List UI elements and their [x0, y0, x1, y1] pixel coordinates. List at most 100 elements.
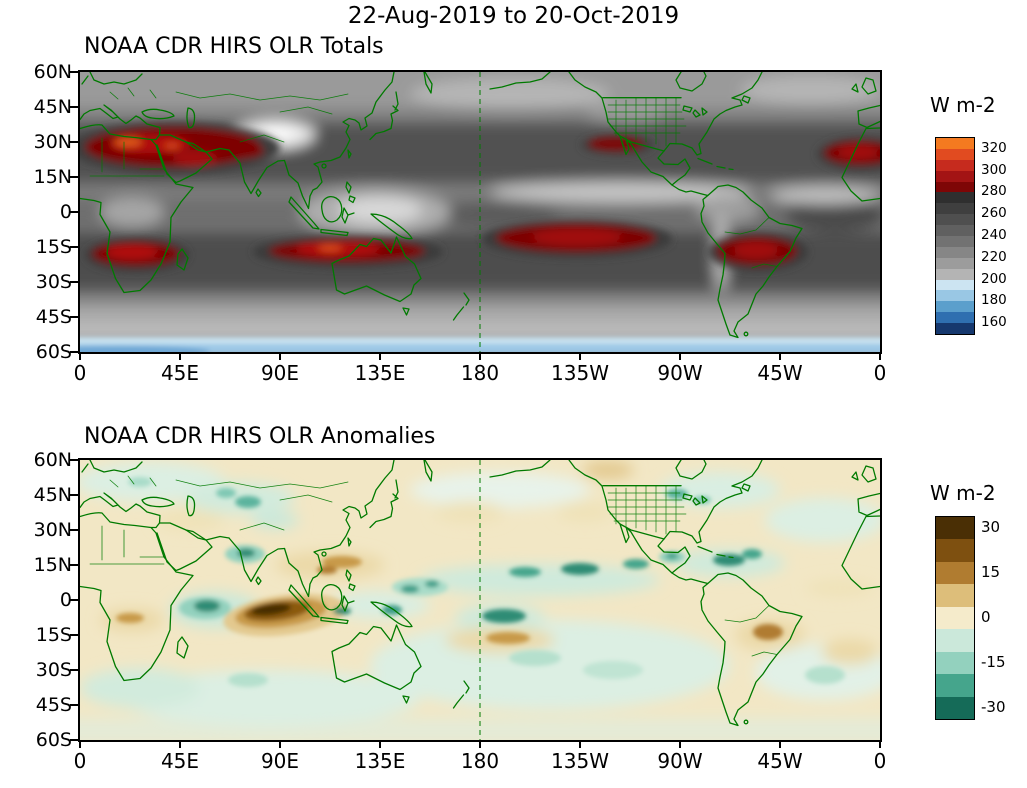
anomalies-map — [78, 458, 882, 742]
totals-colorbar — [935, 137, 975, 335]
colorbar-segment — [936, 203, 974, 215]
x-tick-label: 0 — [73, 749, 87, 773]
colorbar-segment — [936, 629, 974, 652]
anomalies-x-axis: 0 45E 90E 135E 180 135W 90W 45W 0 — [74, 749, 887, 775]
colorbar-segment — [936, 214, 974, 226]
y-tick-label: 0 — [59, 589, 72, 611]
totals-antarctic-band — [80, 337, 880, 352]
colorbar-label: 180 — [981, 292, 1007, 309]
totals-map-canvas — [80, 72, 880, 352]
y-tick-label: 60N — [33, 61, 72, 83]
colorbar-label: 320 — [981, 139, 1007, 156]
colorbar-label: 200 — [981, 270, 1007, 287]
x-tick-label: 45E — [160, 361, 200, 385]
x-tick-label: 0 — [873, 361, 887, 385]
colorbar-segment — [936, 246, 974, 258]
y-tick-label: 45N — [33, 484, 72, 506]
colorbar-segment — [936, 236, 974, 247]
colorbar-segment — [936, 279, 974, 291]
x-tick-label: 0 — [73, 361, 87, 385]
colorbar-segment — [936, 257, 974, 269]
x-tick-label: 90E — [260, 749, 300, 773]
colorbar-segment — [936, 539, 974, 562]
y-tick-label: 30S — [35, 659, 72, 681]
y-tick-label: 30N — [33, 131, 72, 153]
colorbar-segment — [936, 138, 974, 149]
x-tick-label: 135E — [354, 749, 406, 773]
colorbar-label: 260 — [981, 205, 1007, 222]
x-tick-label: 45W — [757, 361, 803, 385]
y-tick-label: 60S — [35, 729, 72, 751]
x-tick-label: 90E — [260, 361, 300, 385]
anomalies-x-ticks — [79, 740, 881, 748]
x-tick-label: 0 — [873, 749, 887, 773]
x-tick-label: 180 — [460, 749, 500, 773]
x-tick-label: 45W — [757, 749, 803, 773]
x-tick-label: 135E — [354, 361, 406, 385]
colorbar-segment — [936, 323, 974, 335]
colorbar-segment — [936, 651, 974, 675]
anomalies-title: NOAA CDR HIRS OLR Anomalies — [84, 424, 436, 449]
y-tick-label: 15S — [35, 624, 72, 646]
anomalies-y-ticks — [70, 459, 78, 741]
anomalies-colorbar-unit: W m-2 — [930, 481, 996, 505]
anomalies-y-axis: 60N 45N 30N 15N 0 15S 30S 45S 60S — [10, 449, 72, 751]
colorbar-segment — [936, 312, 974, 324]
y-tick-label: 45N — [33, 96, 72, 118]
totals-x-ticks — [79, 352, 881, 360]
colorbar-segment — [936, 268, 974, 280]
anomalies-map-canvas — [80, 460, 880, 740]
totals-y-ticks — [70, 71, 78, 353]
anomaly-weak-field — [80, 461, 880, 740]
colorbar-segment — [936, 159, 974, 171]
y-tick-label: 15N — [33, 166, 72, 188]
x-tick-label: 180 — [460, 361, 500, 385]
y-tick-label: 60N — [33, 449, 72, 471]
anomalies-colorbar — [935, 516, 975, 720]
colorbar-segment — [936, 606, 974, 630]
x-tick-label: 45E — [160, 749, 200, 773]
totals-map — [78, 70, 882, 354]
colorbar-label: 280 — [981, 183, 1007, 200]
colorbar-segment — [936, 584, 974, 607]
colorbar-segment — [936, 674, 974, 697]
x-tick-label: 135W — [551, 749, 609, 773]
anomaly-strong-cells — [116, 477, 845, 687]
colorbar-segment — [936, 181, 974, 193]
colorbar-segment — [936, 561, 974, 585]
x-tick-label: 135W — [551, 361, 609, 385]
colorbar-label: -30 — [981, 697, 1006, 716]
y-tick-label: 45S — [35, 694, 72, 716]
colorbar-segment — [936, 290, 974, 302]
y-tick-label: 30N — [33, 519, 72, 541]
figure-title: 22-Aug-2019 to 20-Oct-2019 — [347, 3, 680, 29]
colorbar-segment — [936, 301, 974, 313]
y-tick-label: 15S — [35, 236, 72, 258]
colorbar-label: 240 — [981, 227, 1007, 243]
colorbar-label: 220 — [981, 248, 1007, 265]
totals-high-olr-cells — [80, 122, 880, 272]
y-tick-label: 15N — [33, 554, 72, 576]
totals-x-axis: 0 45E 90E 135E 180 135W 90W 45W 0 — [74, 361, 887, 387]
colorbar-segment — [936, 696, 974, 719]
y-tick-label: 60S — [35, 341, 72, 363]
colorbar-label: -15 — [981, 652, 1006, 671]
y-tick-label: 45S — [35, 306, 72, 328]
anomalies-colorbar-labels: 30 15 0 -15 -30 — [981, 516, 1025, 718]
totals-title: NOAA CDR HIRS OLR Totals — [84, 34, 384, 59]
totals-y-axis: 60N 45N 30N 15N 0 15S 30S 45S 60S — [10, 61, 72, 363]
colorbar-label: 30 — [981, 518, 1001, 537]
colorbar-label: 300 — [981, 161, 1007, 178]
colorbar-label: 160 — [981, 314, 1007, 331]
colorbar-segment — [936, 170, 974, 182]
colorbar-segment — [936, 517, 974, 540]
totals-colorbar-unit: W m-2 — [930, 93, 996, 117]
y-tick-label: 0 — [59, 201, 72, 223]
y-tick-label: 30S — [35, 271, 72, 293]
colorbar-segment — [936, 225, 974, 237]
colorbar-label: 15 — [981, 563, 1001, 582]
colorbar-label: 0 — [981, 608, 991, 626]
colorbar-segment — [936, 192, 974, 204]
x-tick-label: 90W — [657, 361, 703, 385]
